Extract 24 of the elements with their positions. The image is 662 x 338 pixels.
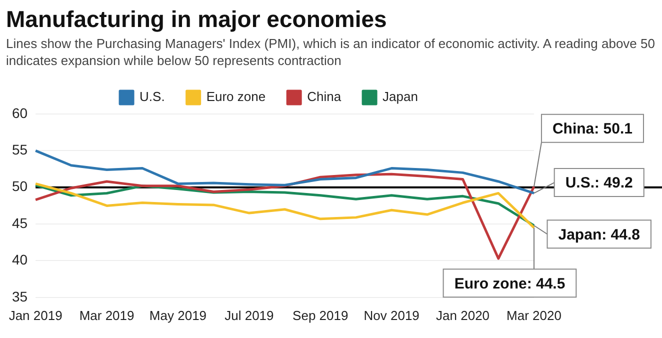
x-tick-label: Jan 2020 (436, 308, 490, 323)
y-tick-label: 45 (12, 214, 28, 231)
legend-label: Japan (382, 89, 418, 104)
x-tick-label: Nov 2019 (364, 308, 420, 323)
legend-label: U.S. (140, 89, 165, 104)
chart-subtitle: Lines show the Purchasing Managers' Index (PMI), which is an indicator of economic activity. A reading above 50 indicates expansion while below 50 represents contraction (6, 35, 656, 69)
x-tick-label: Mar 2019 (79, 308, 134, 323)
x-tick-label: May 2019 (149, 308, 207, 323)
y-tick-label: 55 (12, 142, 28, 158)
chart-title: Manufacturing in major economies (6, 6, 388, 33)
x-tick-label: Mar 2020 (506, 308, 562, 323)
y-tick-label: 40 (12, 252, 28, 268)
y-tick-label: 50 (12, 178, 28, 194)
annotation: Euro zone: 44.5 (454, 275, 566, 292)
y-tick-label: 60 (12, 104, 28, 121)
x-tick-label: Jan 2019 (8, 308, 62, 323)
x-tick-label: Sep 2019 (292, 308, 348, 323)
x-tick-label: Jul 2019 (224, 308, 274, 323)
annotation: Japan: 44.8 (558, 226, 640, 244)
annotation: China: 50.1 (552, 120, 633, 138)
legend-label: Euro zone (206, 89, 266, 104)
legend-label: China (307, 89, 342, 104)
y-tick-label: 35 (12, 288, 28, 304)
annotation: U.S.: 49.2 (565, 174, 633, 192)
